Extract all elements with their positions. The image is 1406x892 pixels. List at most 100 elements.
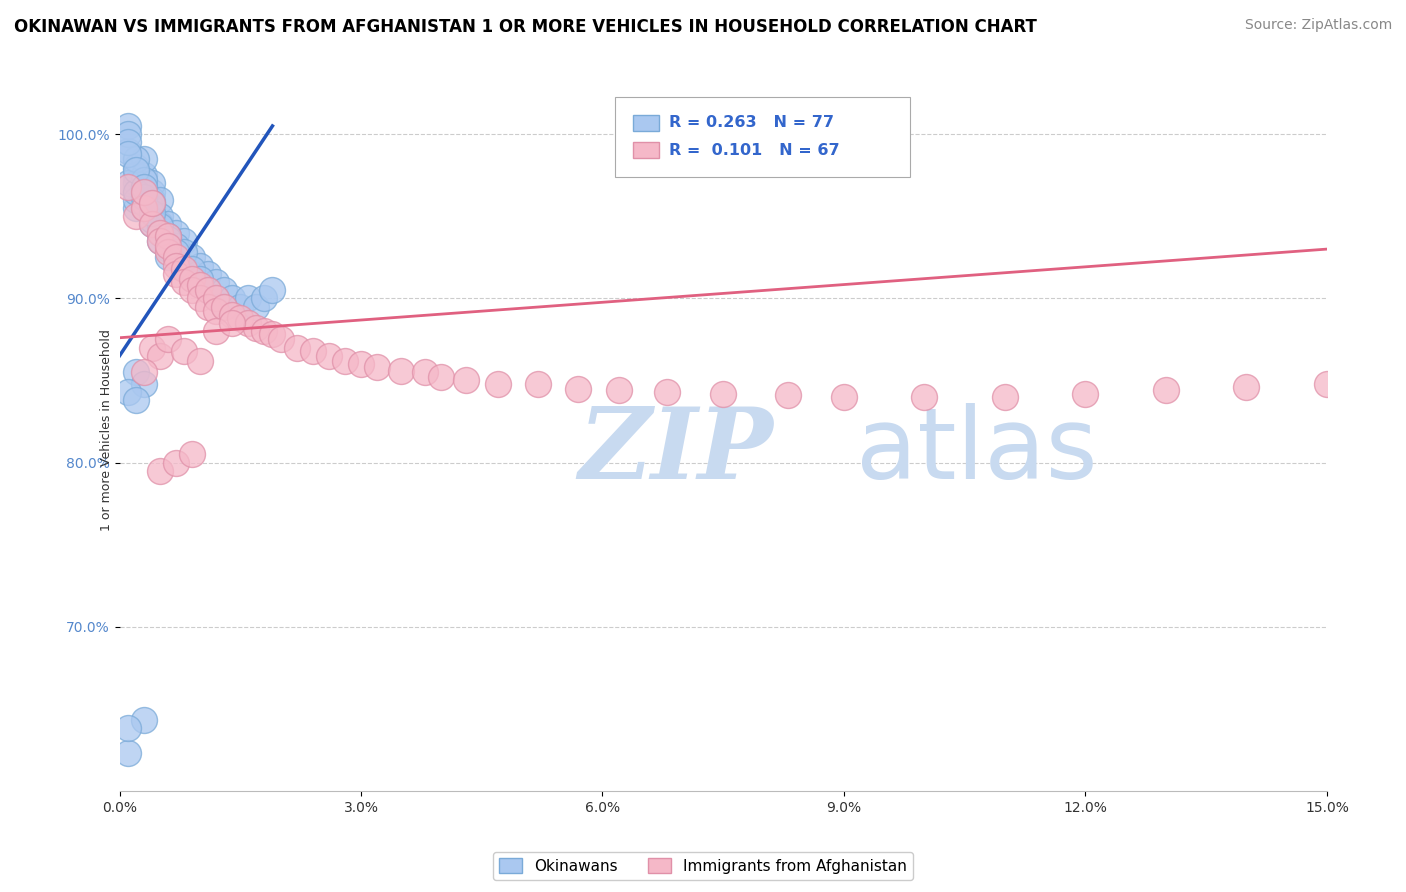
Point	[221, 308, 243, 322]
Point	[141, 206, 163, 220]
Point	[165, 226, 187, 240]
Text: R = 0.263   N = 77: R = 0.263 N = 77	[669, 115, 834, 130]
Point	[181, 267, 204, 281]
Point	[141, 201, 163, 215]
Point	[132, 168, 155, 182]
Point	[124, 209, 146, 223]
Point	[270, 332, 292, 346]
Point	[141, 218, 163, 232]
Point	[165, 267, 187, 281]
Point	[132, 179, 155, 194]
Point	[832, 390, 855, 404]
Point	[149, 226, 172, 240]
Point	[124, 193, 146, 207]
Point	[181, 271, 204, 285]
Point	[173, 261, 195, 276]
Point	[124, 201, 146, 215]
Point	[197, 283, 219, 297]
Point	[165, 239, 187, 253]
Point	[205, 324, 228, 338]
Point	[132, 201, 155, 215]
Point	[132, 196, 155, 211]
Point	[238, 316, 260, 330]
Point	[1234, 380, 1257, 394]
Point	[124, 185, 146, 199]
Point	[181, 283, 204, 297]
Point	[188, 271, 211, 285]
Point	[141, 185, 163, 199]
Point	[173, 343, 195, 358]
Point	[333, 353, 356, 368]
Point	[149, 226, 172, 240]
Point	[117, 179, 139, 194]
Point	[132, 376, 155, 391]
Point	[149, 226, 172, 240]
Point	[141, 177, 163, 191]
Point	[607, 384, 630, 398]
Point	[132, 189, 155, 203]
Point	[711, 386, 734, 401]
Point	[141, 196, 163, 211]
Point	[430, 370, 453, 384]
Point	[156, 229, 179, 244]
Point	[156, 218, 179, 232]
Point	[156, 332, 179, 346]
Point	[149, 464, 172, 478]
Point	[117, 746, 139, 760]
Point	[117, 144, 139, 158]
Text: atlas: atlas	[856, 403, 1098, 500]
Point	[205, 304, 228, 318]
Point	[188, 275, 211, 289]
Text: R =  0.101   N = 67: R = 0.101 N = 67	[669, 143, 839, 158]
Point	[124, 160, 146, 174]
Point	[366, 360, 388, 375]
Text: OKINAWAN VS IMMIGRANTS FROM AFGHANISTAN 1 OR MORE VEHICLES IN HOUSEHOLD CORRELAT: OKINAWAN VS IMMIGRANTS FROM AFGHANISTAN …	[14, 18, 1038, 36]
Point	[117, 127, 139, 141]
Point	[149, 234, 172, 248]
Point	[1154, 384, 1177, 398]
Point	[173, 234, 195, 248]
Point	[415, 365, 437, 379]
Point	[212, 283, 235, 297]
Point	[188, 259, 211, 273]
Point	[221, 316, 243, 330]
Point	[156, 229, 179, 244]
Point	[245, 321, 267, 335]
Point	[253, 324, 276, 338]
Point	[173, 259, 195, 273]
Point	[655, 384, 678, 399]
Point	[156, 242, 179, 256]
Point	[132, 365, 155, 379]
Point	[912, 390, 935, 404]
Point	[132, 179, 155, 194]
Point	[165, 250, 187, 264]
Point	[117, 119, 139, 133]
Point	[141, 341, 163, 355]
Point	[454, 373, 477, 387]
Point	[149, 209, 172, 223]
Point	[262, 283, 284, 297]
Point	[156, 234, 179, 248]
Text: Source: ZipAtlas.com: Source: ZipAtlas.com	[1244, 18, 1392, 32]
Point	[229, 300, 252, 314]
Point	[124, 365, 146, 379]
Point	[205, 275, 228, 289]
Point	[205, 291, 228, 305]
Point	[156, 239, 179, 253]
Point	[132, 173, 155, 187]
Point	[165, 245, 187, 260]
Point	[318, 349, 340, 363]
Point	[238, 291, 260, 305]
Point	[132, 152, 155, 166]
Bar	[633, 142, 659, 158]
Point	[181, 447, 204, 461]
Point	[132, 713, 155, 727]
Point	[350, 357, 373, 371]
Point	[132, 185, 155, 199]
Point	[212, 300, 235, 314]
Point	[149, 193, 172, 207]
Point	[165, 242, 187, 256]
Point	[262, 327, 284, 342]
Point	[165, 259, 187, 273]
Point	[124, 393, 146, 408]
